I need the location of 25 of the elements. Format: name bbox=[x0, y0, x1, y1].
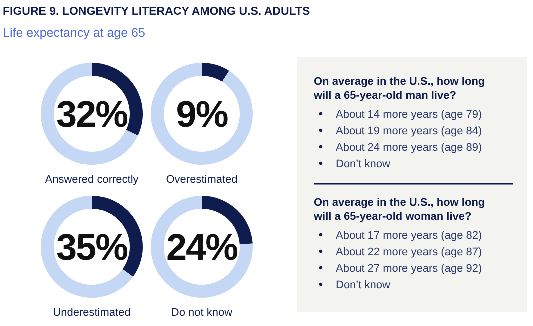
text: Life expectancy at age 65 bbox=[3, 26, 146, 40]
text: About 14 more years (age 79) bbox=[336, 109, 482, 121]
text: About 17 more years (age 82) bbox=[336, 230, 482, 242]
text: Don’t know bbox=[336, 280, 390, 292]
text: About 24 more years (age 89) bbox=[336, 142, 482, 154]
donut-slice bbox=[151, 63, 253, 165]
text: Answered correctly bbox=[45, 174, 140, 186]
text: Underestimated bbox=[53, 307, 131, 319]
text: On average in the U.S., how long will a 65-year-old woman live? bbox=[313, 197, 486, 223]
donut-slice bbox=[202, 63, 230, 82]
text: About 27 more years (age 92) bbox=[336, 263, 482, 275]
text: About 22 more years (age 87) bbox=[336, 246, 482, 258]
text: About 19 more years (age 84) bbox=[336, 126, 482, 138]
text: 24% bbox=[166, 227, 238, 268]
text: Don’t know bbox=[336, 158, 390, 170]
text: On average in the U.S., how long will a 65-year-old man live? bbox=[313, 76, 486, 102]
donut-slice bbox=[151, 196, 253, 298]
text: 35% bbox=[56, 227, 128, 268]
donut-slice bbox=[41, 63, 138, 165]
text: FIGURE 9. LONGEVITY LITERACY AMONG U.S. ADULTS bbox=[3, 6, 310, 18]
text: 32% bbox=[56, 94, 128, 135]
text: Overestimated bbox=[166, 174, 238, 186]
text: 9% bbox=[176, 94, 228, 135]
donut-slice bbox=[41, 196, 134, 298]
text: Do not know bbox=[171, 307, 233, 319]
